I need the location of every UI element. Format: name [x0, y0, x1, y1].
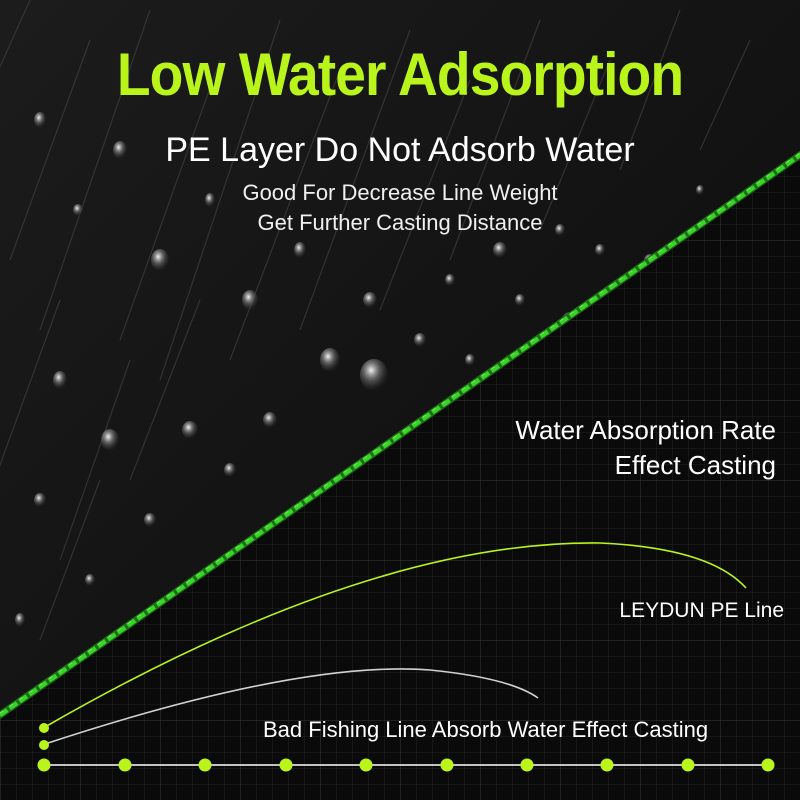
benefit-casting-distance: Get Further Casting Distance: [257, 210, 543, 235]
absorption-label-line-1: Water Absorption Rate: [515, 415, 776, 445]
bad-line-start-marker: [39, 740, 49, 750]
water-droplets: [15, 112, 704, 627]
braided-fishing-line: [0, 150, 800, 720]
distance-scale: [37, 758, 775, 772]
leydun-start-marker: [39, 723, 49, 733]
bad-line-casting-curve: [44, 668, 539, 745]
subheadline: PE Layer Do Not Adsorb Water: [165, 131, 635, 169]
benefit-line-weight: Good For Decrease Line Weight: [242, 180, 558, 205]
bad-line-curve-label: Bad Fishing Line Absorb Water Effect Cas…: [263, 717, 709, 742]
leydun-curve-label: LEYDUN PE Line: [619, 599, 784, 622]
headline: Low Water Adsorption: [116, 41, 684, 108]
leydun-casting-curve: [44, 542, 747, 728]
absorption-label-line-2: Effect Casting: [614, 450, 776, 480]
